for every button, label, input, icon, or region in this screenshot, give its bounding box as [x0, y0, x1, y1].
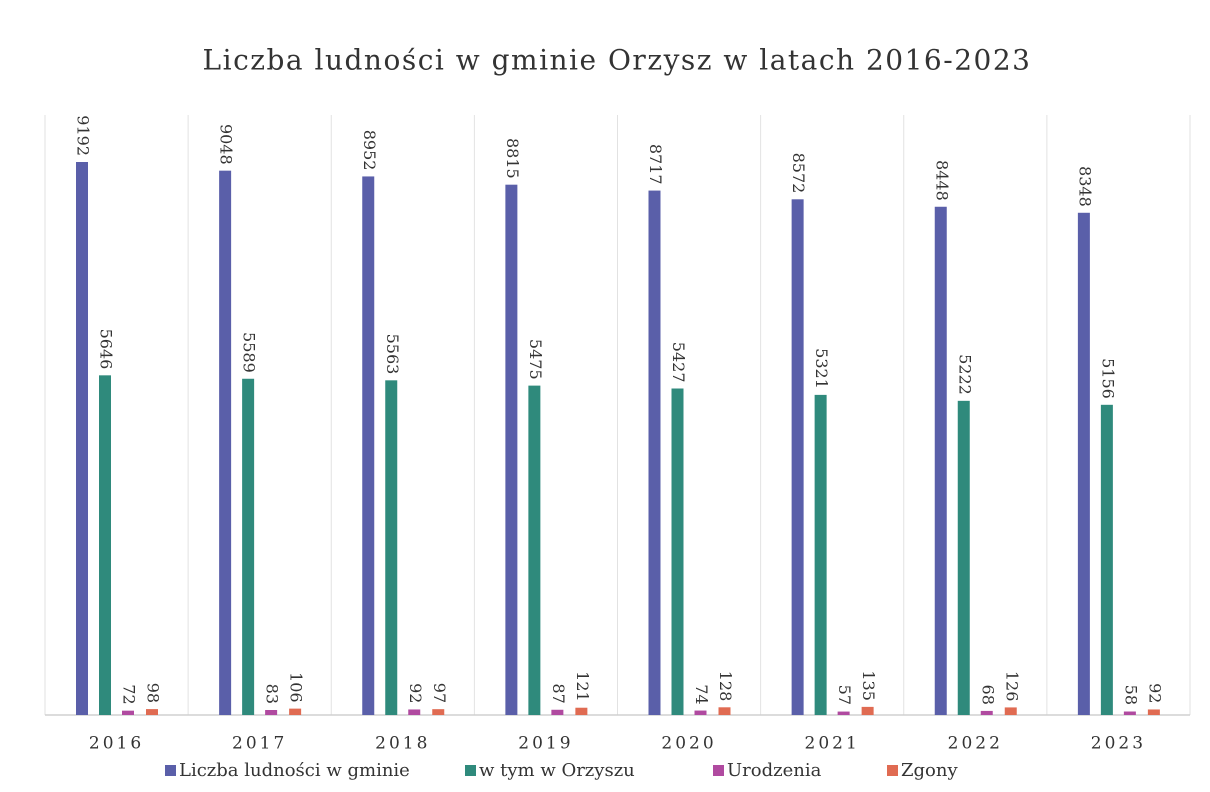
value-label: 74 — [692, 684, 711, 704]
value-label: 5475 — [526, 339, 545, 380]
value-label: 8348 — [1075, 166, 1094, 207]
value-label: 128 — [716, 671, 735, 702]
value-label: 98 — [144, 683, 163, 703]
value-label: 8448 — [932, 160, 951, 201]
bar — [814, 394, 827, 715]
bar — [1077, 212, 1090, 716]
value-label: 121 — [573, 671, 592, 702]
bar — [146, 709, 158, 715]
bar — [528, 385, 541, 715]
x-tick-label: 2022 — [948, 734, 1003, 754]
bar — [122, 710, 134, 715]
bar — [934, 206, 947, 715]
value-label: 5222 — [955, 354, 974, 395]
bar — [1100, 404, 1113, 715]
value-label: 8952 — [360, 130, 379, 171]
value-label: 9192 — [74, 115, 93, 156]
bar — [791, 199, 804, 716]
bar — [99, 375, 111, 715]
legend-label: Liczba ludności w gminie — [179, 760, 410, 781]
bar — [289, 708, 302, 715]
value-label: 97 — [430, 683, 449, 703]
value-label: 92 — [1145, 683, 1164, 703]
value-label: 72 — [120, 684, 139, 704]
bar — [242, 378, 255, 715]
bar — [408, 709, 421, 715]
bar — [575, 707, 588, 715]
legend-swatch — [887, 765, 898, 776]
bar — [362, 176, 375, 715]
x-tick-label: 2019 — [518, 734, 573, 754]
x-tick-label: 2018 — [375, 734, 430, 754]
bar — [1123, 711, 1136, 715]
bar — [861, 706, 874, 715]
value-label: 92 — [406, 683, 425, 703]
value-label: 5589 — [240, 332, 259, 373]
chart-title: Liczba ludności w gminie Orzysz w latach… — [203, 44, 1032, 77]
bar — [432, 709, 445, 715]
value-label: 5156 — [1098, 358, 1117, 399]
bar — [957, 400, 970, 715]
value-label: 58 — [1121, 685, 1140, 705]
bar — [694, 710, 707, 715]
bar — [837, 711, 850, 715]
x-tick-label: 2020 — [661, 734, 716, 754]
bar — [1147, 709, 1160, 715]
x-tick-label: 2023 — [1091, 734, 1146, 754]
value-label: 5646 — [97, 329, 116, 370]
x-tick-label: 2017 — [232, 734, 287, 754]
bar — [219, 170, 232, 715]
bar — [980, 710, 993, 715]
value-label: 5563 — [383, 334, 402, 375]
value-label: 8815 — [503, 138, 522, 179]
value-label: 57 — [835, 685, 854, 705]
value-label: 126 — [1002, 671, 1021, 702]
value-label: 8717 — [646, 144, 665, 185]
legend-label: Urodzenia — [727, 760, 822, 781]
value-label: 83 — [263, 684, 282, 704]
legend-swatch — [713, 765, 724, 776]
value-label: 5427 — [669, 342, 688, 383]
legend-swatch — [465, 765, 476, 776]
bar — [718, 707, 731, 715]
bar — [648, 190, 661, 715]
bar — [505, 184, 518, 716]
value-label: 68 — [978, 685, 997, 705]
bar — [1004, 707, 1017, 715]
x-tick-label: 2021 — [805, 734, 860, 754]
bar — [265, 710, 278, 715]
bar — [551, 709, 564, 715]
value-label: 5321 — [812, 348, 831, 389]
value-label: 87 — [549, 683, 568, 703]
x-tick-label: 2016 — [89, 734, 144, 754]
value-label: 8572 — [789, 153, 808, 194]
bar — [385, 380, 398, 715]
value-label: 9048 — [217, 124, 236, 165]
bar — [76, 162, 88, 715]
legend-label: Zgony — [901, 760, 958, 781]
value-label: 106 — [287, 672, 306, 703]
value-label: 135 — [859, 670, 878, 701]
legend-label: w tym w Orzyszu — [479, 760, 635, 781]
legend-swatch — [165, 765, 176, 776]
bar — [671, 388, 684, 715]
